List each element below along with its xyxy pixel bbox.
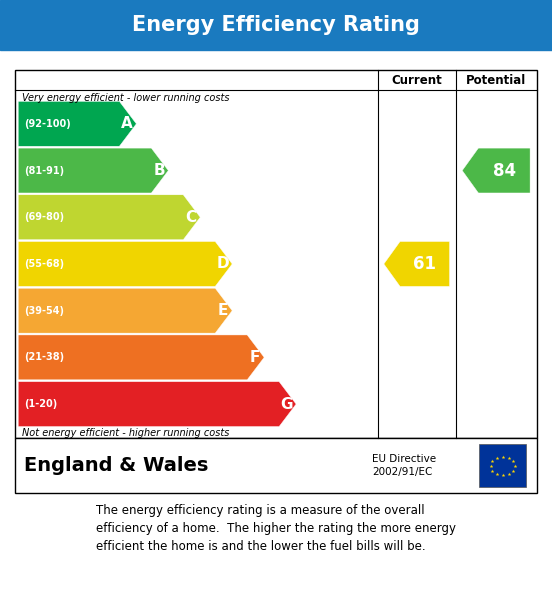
Bar: [0, 0, 552, 50]
Text: EU Directive
2002/91/EC: EU Directive 2002/91/EC: [373, 454, 437, 478]
Polygon shape: [18, 101, 136, 147]
Text: The energy efficiency rating is a measure of the overall
efficiency of a home.  : The energy efficiency rating is a measur…: [96, 504, 456, 554]
Text: Not energy efficient - higher running costs: Not energy efficient - higher running co…: [22, 428, 230, 438]
Bar: [15, 438, 537, 493]
Text: 84: 84: [493, 162, 516, 180]
Text: C: C: [185, 210, 197, 225]
Text: (39-54): (39-54): [24, 306, 63, 316]
Text: (69-80): (69-80): [24, 212, 64, 223]
Polygon shape: [18, 335, 264, 380]
Text: D: D: [216, 256, 229, 272]
Text: Current: Current: [391, 74, 442, 86]
Text: Very energy efficient - lower running costs: Very energy efficient - lower running co…: [22, 93, 230, 103]
Text: G: G: [280, 397, 293, 411]
Text: Potential: Potential: [466, 74, 526, 86]
Polygon shape: [18, 288, 232, 333]
Polygon shape: [462, 148, 530, 193]
Text: E: E: [217, 303, 228, 318]
Polygon shape: [18, 148, 168, 193]
Text: Energy Efficiency Rating: Energy Efficiency Rating: [132, 15, 420, 35]
Text: England & Wales: England & Wales: [24, 457, 208, 475]
Text: 61: 61: [413, 255, 436, 273]
Text: F: F: [250, 350, 260, 365]
Polygon shape: [18, 195, 200, 240]
Text: (21-38): (21-38): [24, 352, 64, 362]
Text: (92-100): (92-100): [24, 119, 71, 129]
Text: (55-68): (55-68): [24, 259, 64, 269]
Text: B: B: [153, 163, 165, 178]
Text: A: A: [121, 116, 133, 131]
Bar: [479, 444, 526, 487]
Polygon shape: [18, 382, 296, 427]
Text: (81-91): (81-91): [24, 166, 64, 175]
Polygon shape: [384, 242, 449, 286]
Polygon shape: [18, 242, 232, 286]
Text: (1-20): (1-20): [24, 399, 57, 409]
Bar: [15, 70, 537, 438]
